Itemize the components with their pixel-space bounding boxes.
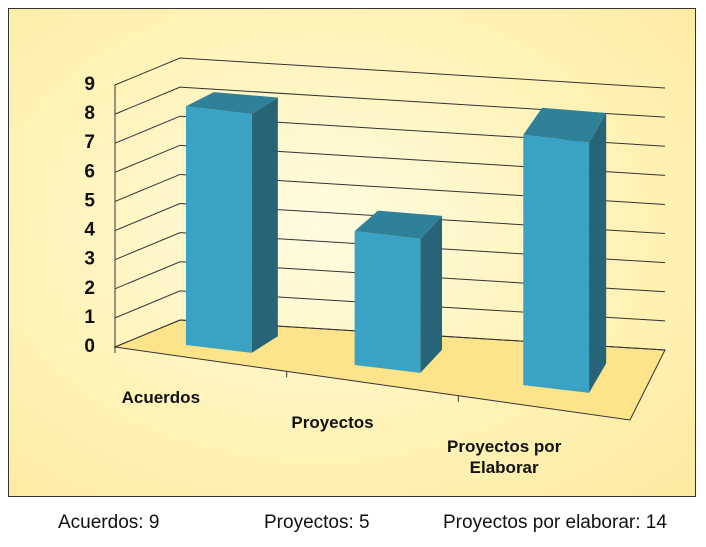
grid-line [114,144,666,176]
x-tick-label: Proyectos [291,412,374,432]
y-tick-label: 2 [84,278,95,299]
bar [185,106,252,353]
grid-line [114,173,666,205]
x-tick-label: Proyectos por Elaborar [447,436,562,477]
caption: Proyectos por elaborar: 14 [443,512,667,533]
bar-side [420,215,443,373]
caption: Proyectos: 5 [264,512,370,533]
bar-side [589,113,607,393]
grid-line [114,261,666,293]
y-tick-label: 8 [84,103,95,124]
bar [523,134,590,393]
y-tick-label: 4 [84,220,95,241]
grid-line [114,203,666,235]
grid-line [114,290,666,322]
y-tick-label: 1 [84,307,95,328]
grid-line [114,86,666,118]
bar-top [354,210,443,239]
y-tick-label: 0 [84,336,95,357]
grid-line [114,115,666,147]
grid-line [114,57,666,89]
grid-line [114,319,666,351]
y-tick-label: 3 [84,249,95,270]
x-tick-label: Acuerdos [121,388,201,408]
y-tick-label: 5 [84,190,95,211]
bar-top [185,92,278,115]
y-tick-label: 9 [84,74,95,95]
bar [354,231,421,373]
grid-line [114,232,666,264]
y-tick-label: 6 [84,161,95,182]
bar-top [523,107,607,143]
bar-side [251,97,278,353]
caption: Acuerdos: 9 [58,512,160,533]
y-tick-label: 7 [84,132,95,153]
